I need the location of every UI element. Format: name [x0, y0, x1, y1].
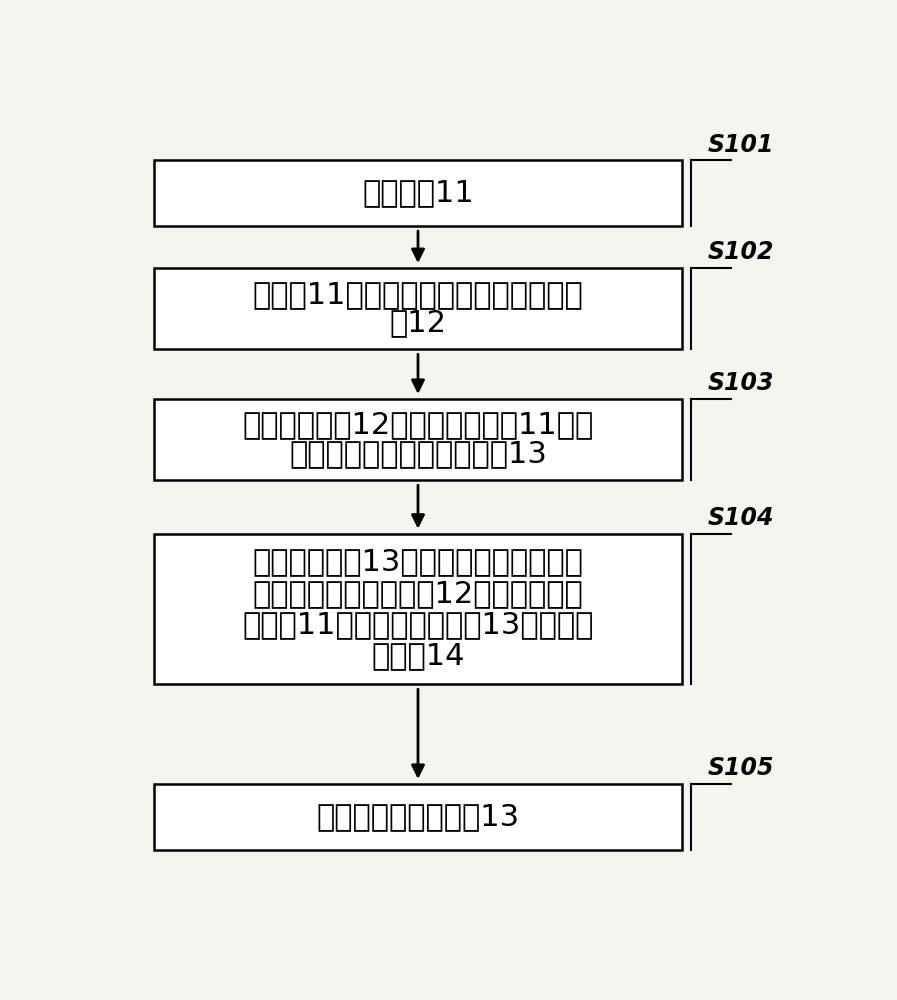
Text: S102: S102 [708, 240, 774, 264]
Text: 选择性外延生长第一外延层13: 选择性外延生长第一外延层13 [289, 439, 547, 468]
Bar [154, 784, 682, 850]
Text: 提供衬底11: 提供衬底11 [362, 179, 474, 208]
Text: 成鳍条14: 成鳍条14 [371, 641, 465, 670]
Text: S105: S105 [708, 756, 774, 780]
Text: 层12: 层12 [389, 309, 447, 338]
Text: 以第一外延层13为掩膜采用各向异性刻: 以第一外延层13为掩膜采用各向异性刻 [253, 548, 583, 577]
Text: S104: S104 [708, 506, 774, 530]
Text: 以第一掩膜层12为掩膜，在衬底11之上: 以第一掩膜层12为掩膜，在衬底11之上 [242, 411, 594, 440]
Text: 分衬底11，以在第一外延层13的底部形: 分衬底11，以在第一外延层13的底部形 [242, 610, 594, 639]
Text: 在衬底11之上的预定区域形成第一掩膜: 在衬底11之上的预定区域形成第一掩膜 [253, 280, 583, 309]
Text: 蚀方法去除第一掩膜层12及其底部的部: 蚀方法去除第一掩膜层12及其底部的部 [253, 579, 583, 608]
Bar [154, 160, 682, 226]
Bar [154, 268, 682, 349]
Text: S103: S103 [708, 371, 774, 395]
Bar [154, 534, 682, 684]
Text: 刻蚀去除第一外延层13: 刻蚀去除第一外延层13 [317, 802, 519, 831]
Bar [154, 399, 682, 480]
Text: S101: S101 [708, 133, 774, 157]
